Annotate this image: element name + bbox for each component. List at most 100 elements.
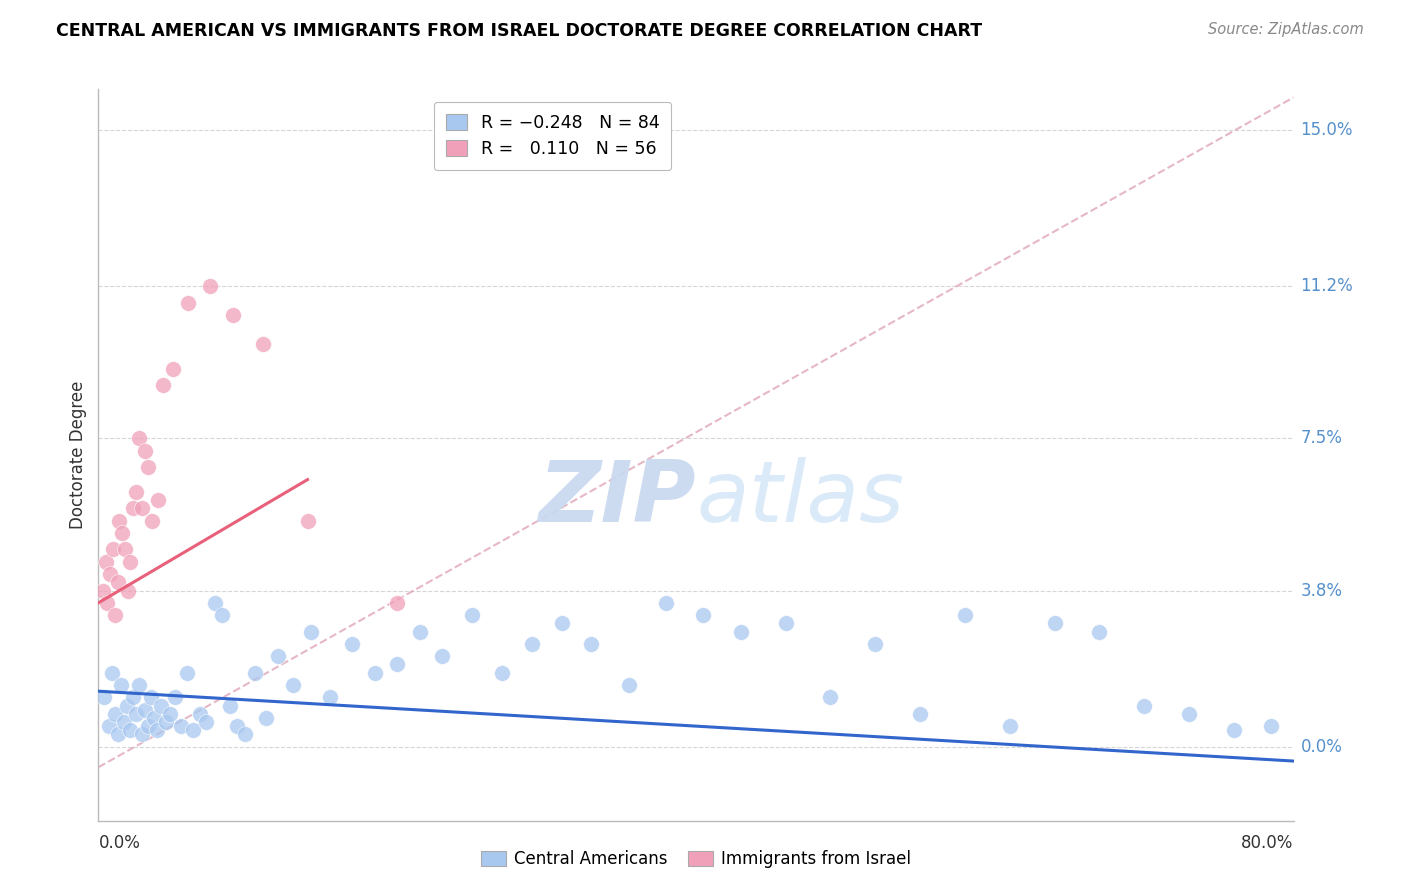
Point [299, 624, 322, 639]
Point [953, 608, 976, 623]
Point [136, 719, 159, 733]
Point [254, 711, 277, 725]
Point [188, 706, 211, 721]
Point [111, 526, 134, 541]
Point [121, 690, 143, 705]
Point [108, 514, 131, 528]
Point [730, 624, 752, 639]
Point [408, 624, 430, 639]
Point [131, 727, 153, 741]
Point [267, 649, 290, 664]
Point [1260, 719, 1282, 733]
Point [297, 514, 319, 528]
Point [226, 719, 249, 733]
Point [110, 678, 132, 692]
Text: CENTRAL AMERICAN VS IMMIGRANTS FROM ISRAEL DOCTORATE DEGREE CORRELATION CHART: CENTRAL AMERICAN VS IMMIGRANTS FROM ISRA… [56, 22, 983, 40]
Point [222, 308, 245, 322]
Point [104, 706, 127, 721]
Point [200, 279, 222, 293]
Point [430, 649, 453, 664]
Point [998, 719, 1021, 733]
Point [101, 665, 124, 680]
Point [550, 616, 572, 631]
Point [104, 608, 127, 623]
Point [118, 555, 141, 569]
Text: ZIP: ZIP [538, 458, 696, 541]
Point [148, 493, 170, 508]
Point [1222, 723, 1246, 738]
Point [128, 678, 150, 692]
Point [159, 706, 181, 721]
Point [655, 596, 678, 610]
Point [520, 637, 543, 651]
Point [281, 678, 304, 692]
Point [103, 542, 125, 557]
Point [112, 714, 135, 729]
Point [125, 706, 148, 721]
Point [1043, 616, 1066, 631]
Point [93, 690, 115, 705]
Point [385, 657, 409, 672]
Text: 80.0%: 80.0% [1241, 834, 1294, 852]
Point [863, 637, 886, 651]
Point [150, 698, 173, 713]
Text: 0.0%: 0.0% [1301, 738, 1343, 756]
Point [128, 432, 150, 446]
Point [692, 608, 714, 623]
Point [162, 361, 184, 376]
Point [131, 501, 153, 516]
Point [163, 690, 186, 705]
Point [194, 714, 218, 729]
Point [581, 637, 603, 651]
Point [169, 719, 191, 733]
Point [385, 596, 409, 610]
Point [1133, 698, 1156, 713]
Point [145, 723, 167, 738]
Point [152, 378, 174, 392]
Point [245, 665, 267, 680]
Point [121, 501, 143, 516]
Point [98, 567, 122, 582]
Point [461, 608, 484, 623]
Legend: Central Americans, Immigrants from Israel: Central Americans, Immigrants from Israe… [474, 843, 918, 874]
Point [820, 690, 842, 705]
Point [204, 596, 226, 610]
Text: 3.8%: 3.8% [1301, 582, 1343, 599]
Point [319, 690, 342, 705]
Point [141, 514, 163, 528]
Point [94, 555, 117, 569]
Point [176, 665, 198, 680]
Point [117, 583, 139, 598]
Point [908, 706, 931, 721]
Point [107, 575, 129, 590]
Point [134, 443, 156, 458]
Point [139, 690, 162, 705]
Point [136, 460, 159, 475]
Y-axis label: Doctorate Degree: Doctorate Degree [69, 381, 87, 529]
Point [342, 637, 364, 651]
Point [125, 484, 148, 499]
Text: 7.5%: 7.5% [1301, 429, 1343, 448]
Point [181, 723, 204, 738]
Point [211, 608, 233, 623]
Point [364, 665, 387, 680]
Point [491, 665, 513, 680]
Text: 15.0%: 15.0% [1301, 121, 1353, 139]
Point [1178, 706, 1201, 721]
Text: 0.0%: 0.0% [98, 834, 141, 852]
Text: 11.2%: 11.2% [1301, 277, 1354, 295]
Point [91, 583, 114, 598]
Point [1088, 624, 1111, 639]
Point [233, 727, 256, 741]
Point [142, 711, 165, 725]
Point [775, 616, 797, 631]
Point [155, 714, 177, 729]
Point [617, 678, 640, 692]
Point [115, 698, 138, 713]
Point [252, 337, 274, 351]
Point [118, 723, 141, 738]
Text: atlas: atlas [696, 458, 904, 541]
Point [134, 703, 156, 717]
Point [97, 719, 120, 733]
Point [114, 542, 136, 557]
